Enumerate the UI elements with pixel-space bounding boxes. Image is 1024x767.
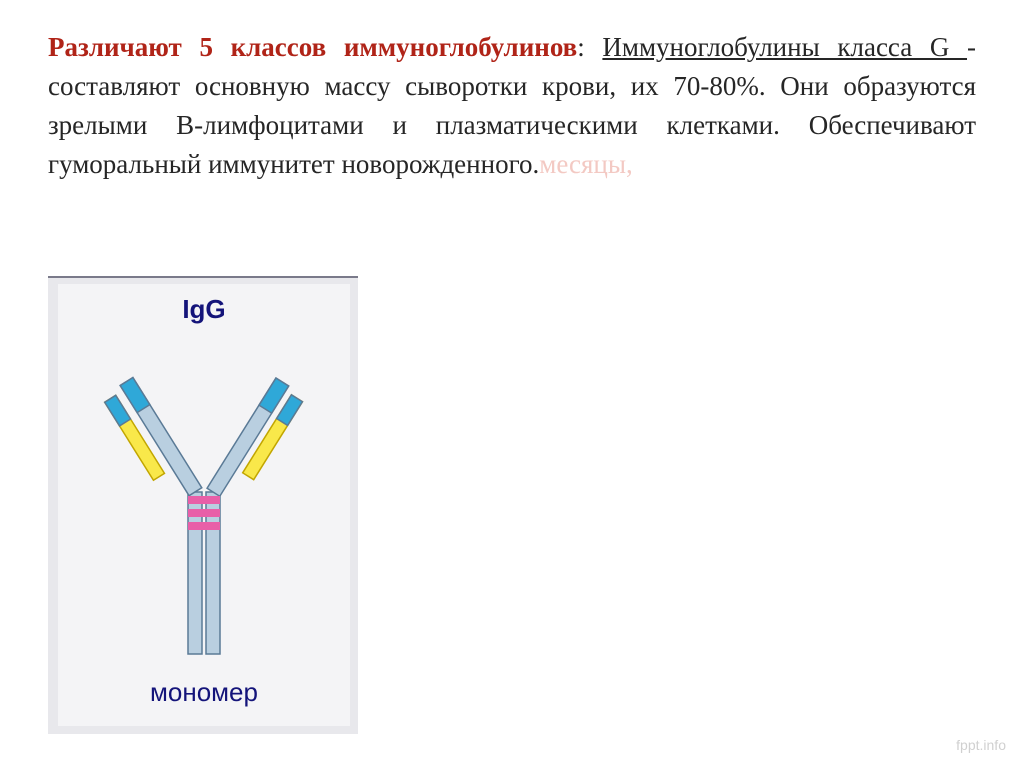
figure-inner: IgG мономер bbox=[58, 284, 350, 726]
footer-url: fppt.info bbox=[956, 737, 1006, 753]
antibody-svg bbox=[74, 342, 334, 662]
slide-text: Различают 5 классов иммуноглобулинов: Им… bbox=[48, 28, 976, 185]
faded-text: месяцы, bbox=[539, 149, 633, 179]
figure-panel: IgG мономер bbox=[48, 276, 358, 734]
figure-title: IgG bbox=[182, 294, 225, 325]
antibody-diagram bbox=[74, 342, 334, 667]
figure-caption: мономер bbox=[150, 677, 258, 708]
slide: Различают 5 классов иммуноглобулинов: Им… bbox=[0, 0, 1024, 767]
colon: : bbox=[577, 32, 602, 62]
intro-text: Различают 5 классов иммуноглобулинов bbox=[48, 32, 577, 62]
ig-class-link[interactable]: Иммуноглобулины класса G bbox=[602, 32, 967, 62]
